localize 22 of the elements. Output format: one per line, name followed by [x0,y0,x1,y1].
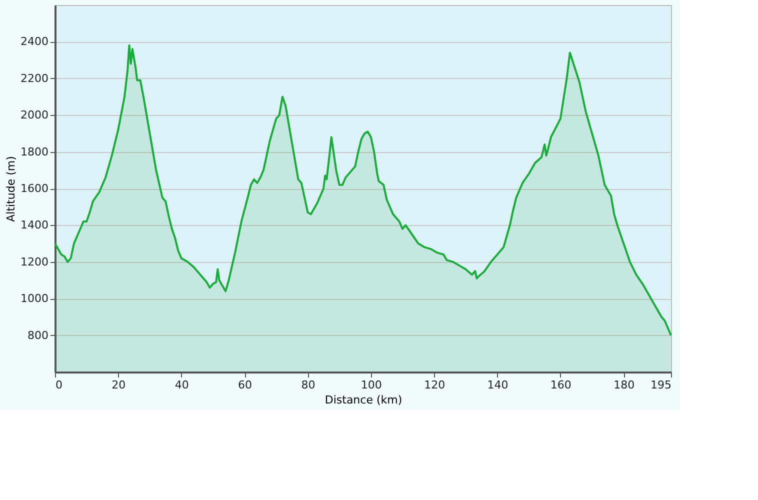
y-tick-label: 1200 [20,255,48,268]
x-tick-label: 20 [112,378,126,392]
x-tick-label: 100 [360,378,382,392]
x-tick-label: 120 [424,378,446,392]
y-tick-label: 2200 [20,72,48,85]
x-tick-label: 80 [301,378,316,392]
x-tick-label: 195 [650,378,672,392]
x-axis-title: Distance (km) [324,394,402,406]
y-tick-label: 2400 [20,35,48,48]
y-tick-label: 800 [28,328,48,342]
y-tick-label: 1000 [20,292,48,306]
y-tick-label: 1800 [20,145,48,158]
y-tick-label: 2000 [20,108,48,122]
y-tick-label: 1400 [20,218,48,232]
x-tick-label: 160 [550,378,572,392]
y-axis-title: Altitude (m) [4,156,18,222]
x-tick-label: 0 [56,378,62,392]
x-tick-label: 60 [238,378,252,392]
x-tick-label: 180 [614,378,635,392]
x-tick-label: 40 [174,378,189,392]
x-tick-label: 140 [487,378,508,392]
y-tick-label: 1600 [20,182,48,195]
